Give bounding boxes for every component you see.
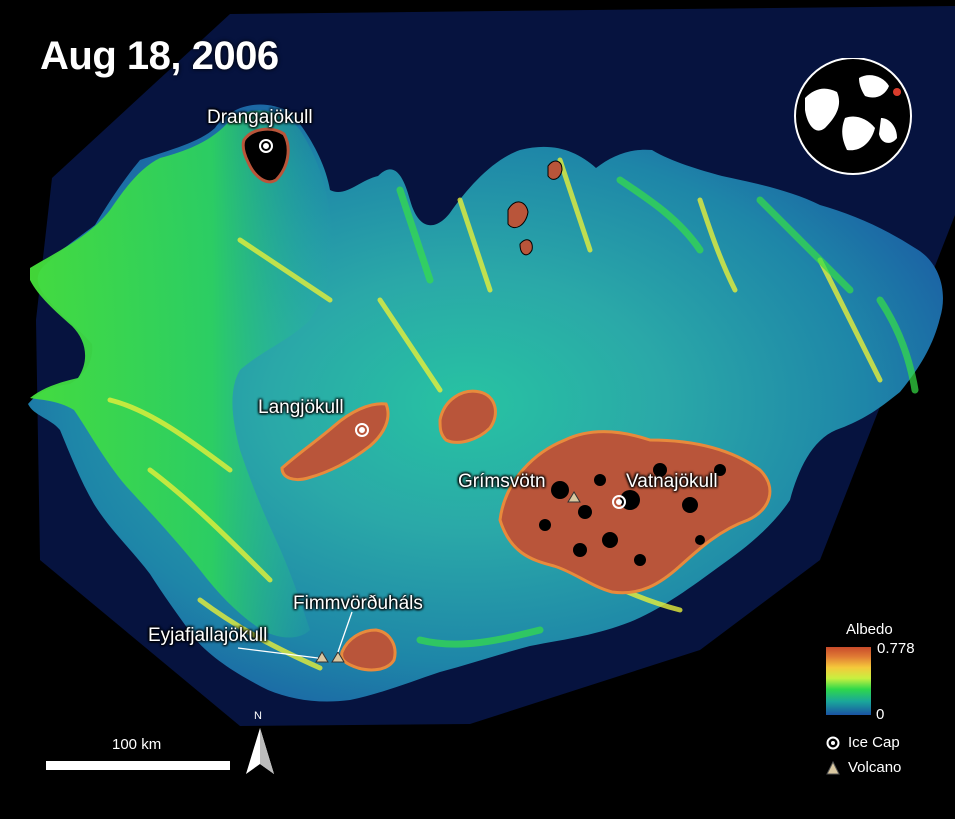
north-arrow-icon: [246, 728, 274, 774]
iceland-locator-dot: [893, 88, 901, 96]
legend-min: 0: [876, 706, 885, 723]
label-fimmvorduhals: Fimmvörðuháls: [293, 593, 423, 614]
label-grimsvotn: Grímsvötn: [458, 471, 546, 492]
legend-ice-cap: Ice Cap: [826, 734, 900, 751]
legend-volcano-label: Volcano: [848, 759, 902, 776]
legend-ice-cap-label: Ice Cap: [848, 734, 900, 751]
langjokull-ice: [280, 402, 390, 482]
label-langjokull: Langjökull: [258, 397, 344, 418]
north-ice-patches: [507, 160, 563, 256]
legend-max: 0.778: [877, 640, 915, 657]
green-fringe: [396, 176, 919, 648]
label-vatnajokull: Vatnajökull: [626, 471, 718, 492]
scale-label: 100 km: [112, 736, 162, 753]
volcano-icon: [826, 760, 840, 774]
myrdalsjokull-ice: [340, 628, 397, 672]
albedo-colorbar: [826, 647, 871, 715]
ice-cap-icon: [259, 139, 626, 509]
vatnajokull-ice: [498, 430, 772, 595]
label-eyjafjallajokull: Eyjafjallajökull: [148, 625, 268, 646]
volcano-icon: [315, 491, 581, 663]
ice-cap-icon: [826, 736, 840, 749]
legend-title: Albedo: [846, 621, 893, 638]
legend-volcano: Volcano: [826, 759, 901, 776]
north-label: N: [254, 710, 262, 722]
scale-bar: [46, 761, 230, 770]
hofsjokull-ice: [438, 389, 497, 444]
vatnajokull-dark-patches: [539, 463, 726, 566]
westfjords-vegetation: [30, 110, 334, 638]
label-drangajokull: Drangajökull: [207, 107, 313, 128]
locator-globe: [794, 58, 912, 175]
drangajokull-ice: [241, 127, 290, 184]
leader-lines: [237, 611, 353, 659]
date-title: Aug 18, 2006: [40, 34, 279, 78]
